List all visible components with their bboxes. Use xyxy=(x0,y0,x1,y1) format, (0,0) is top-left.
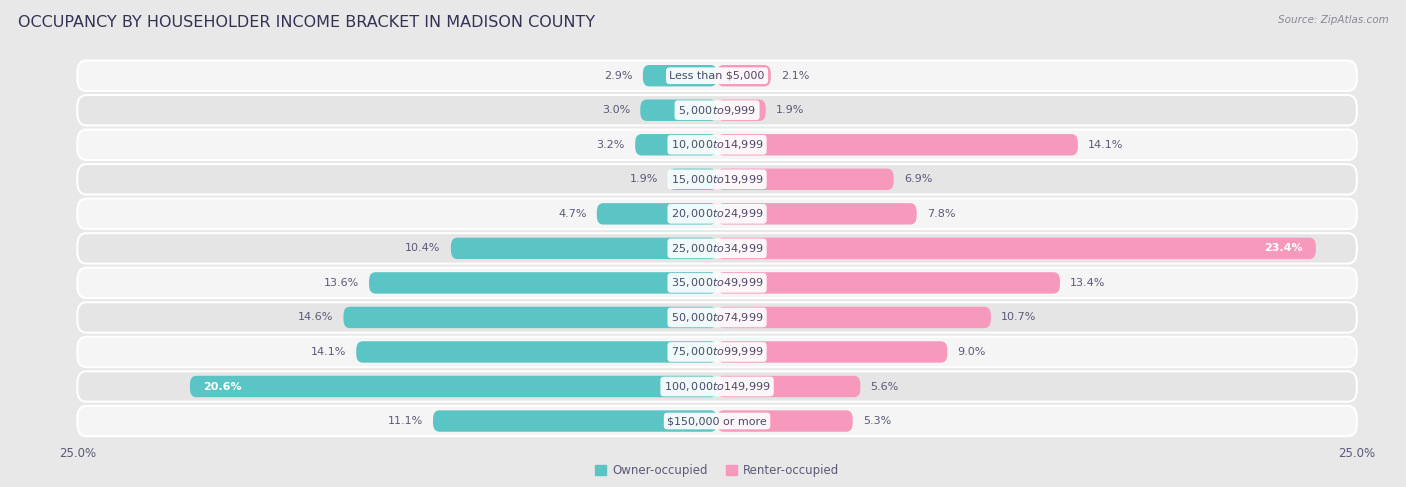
FancyBboxPatch shape xyxy=(77,233,1357,263)
FancyBboxPatch shape xyxy=(433,411,717,432)
FancyBboxPatch shape xyxy=(717,65,770,86)
Text: $150,000 or more: $150,000 or more xyxy=(668,416,766,426)
FancyBboxPatch shape xyxy=(717,376,860,397)
FancyBboxPatch shape xyxy=(77,164,1357,194)
FancyBboxPatch shape xyxy=(190,376,717,397)
Text: $15,000 to $19,999: $15,000 to $19,999 xyxy=(671,173,763,186)
Text: 4.7%: 4.7% xyxy=(558,209,586,219)
Text: 7.8%: 7.8% xyxy=(927,209,956,219)
Text: 10.7%: 10.7% xyxy=(1001,313,1036,322)
Text: $5,000 to $9,999: $5,000 to $9,999 xyxy=(678,104,756,117)
FancyBboxPatch shape xyxy=(343,307,717,328)
FancyBboxPatch shape xyxy=(451,238,717,259)
FancyBboxPatch shape xyxy=(77,60,1357,91)
FancyBboxPatch shape xyxy=(77,130,1357,160)
FancyBboxPatch shape xyxy=(717,307,991,328)
Text: 5.6%: 5.6% xyxy=(870,381,898,392)
Text: 13.6%: 13.6% xyxy=(323,278,359,288)
FancyBboxPatch shape xyxy=(356,341,717,363)
Text: 14.1%: 14.1% xyxy=(311,347,346,357)
Text: 20.6%: 20.6% xyxy=(202,381,242,392)
Text: 11.1%: 11.1% xyxy=(388,416,423,426)
Text: 13.4%: 13.4% xyxy=(1070,278,1105,288)
FancyBboxPatch shape xyxy=(717,341,948,363)
FancyBboxPatch shape xyxy=(77,268,1357,298)
FancyBboxPatch shape xyxy=(717,99,766,121)
FancyBboxPatch shape xyxy=(77,302,1357,333)
Text: 3.0%: 3.0% xyxy=(602,105,630,115)
Text: 14.6%: 14.6% xyxy=(298,313,333,322)
FancyBboxPatch shape xyxy=(596,203,717,225)
Text: 3.2%: 3.2% xyxy=(596,140,624,150)
Text: $10,000 to $14,999: $10,000 to $14,999 xyxy=(671,138,763,151)
Text: $50,000 to $74,999: $50,000 to $74,999 xyxy=(671,311,763,324)
FancyBboxPatch shape xyxy=(717,411,852,432)
FancyBboxPatch shape xyxy=(77,95,1357,126)
FancyBboxPatch shape xyxy=(717,203,917,225)
FancyBboxPatch shape xyxy=(636,134,717,155)
Text: Less than $5,000: Less than $5,000 xyxy=(669,71,765,81)
FancyBboxPatch shape xyxy=(643,65,717,86)
FancyBboxPatch shape xyxy=(717,169,894,190)
Text: $20,000 to $24,999: $20,000 to $24,999 xyxy=(671,207,763,220)
Text: $75,000 to $99,999: $75,000 to $99,999 xyxy=(671,345,763,358)
Text: 9.0%: 9.0% xyxy=(957,347,986,357)
Text: Source: ZipAtlas.com: Source: ZipAtlas.com xyxy=(1278,15,1389,25)
Text: 2.9%: 2.9% xyxy=(605,71,633,81)
Text: OCCUPANCY BY HOUSEHOLDER INCOME BRACKET IN MADISON COUNTY: OCCUPANCY BY HOUSEHOLDER INCOME BRACKET … xyxy=(18,15,595,30)
Legend: Owner-occupied, Renter-occupied: Owner-occupied, Renter-occupied xyxy=(591,459,844,482)
Text: $25,000 to $34,999: $25,000 to $34,999 xyxy=(671,242,763,255)
FancyBboxPatch shape xyxy=(77,371,1357,402)
Text: $35,000 to $49,999: $35,000 to $49,999 xyxy=(671,277,763,289)
FancyBboxPatch shape xyxy=(717,238,1316,259)
FancyBboxPatch shape xyxy=(668,169,717,190)
Text: 1.9%: 1.9% xyxy=(630,174,658,184)
Text: 14.1%: 14.1% xyxy=(1088,140,1123,150)
Text: 5.3%: 5.3% xyxy=(863,416,891,426)
FancyBboxPatch shape xyxy=(77,337,1357,367)
FancyBboxPatch shape xyxy=(717,272,1060,294)
Text: 6.9%: 6.9% xyxy=(904,174,932,184)
FancyBboxPatch shape xyxy=(640,99,717,121)
FancyBboxPatch shape xyxy=(77,199,1357,229)
Text: 1.9%: 1.9% xyxy=(776,105,804,115)
FancyBboxPatch shape xyxy=(77,406,1357,436)
Text: 23.4%: 23.4% xyxy=(1264,244,1303,253)
Text: $100,000 to $149,999: $100,000 to $149,999 xyxy=(664,380,770,393)
Text: 2.1%: 2.1% xyxy=(782,71,810,81)
Text: 10.4%: 10.4% xyxy=(405,244,440,253)
FancyBboxPatch shape xyxy=(368,272,717,294)
FancyBboxPatch shape xyxy=(717,134,1078,155)
